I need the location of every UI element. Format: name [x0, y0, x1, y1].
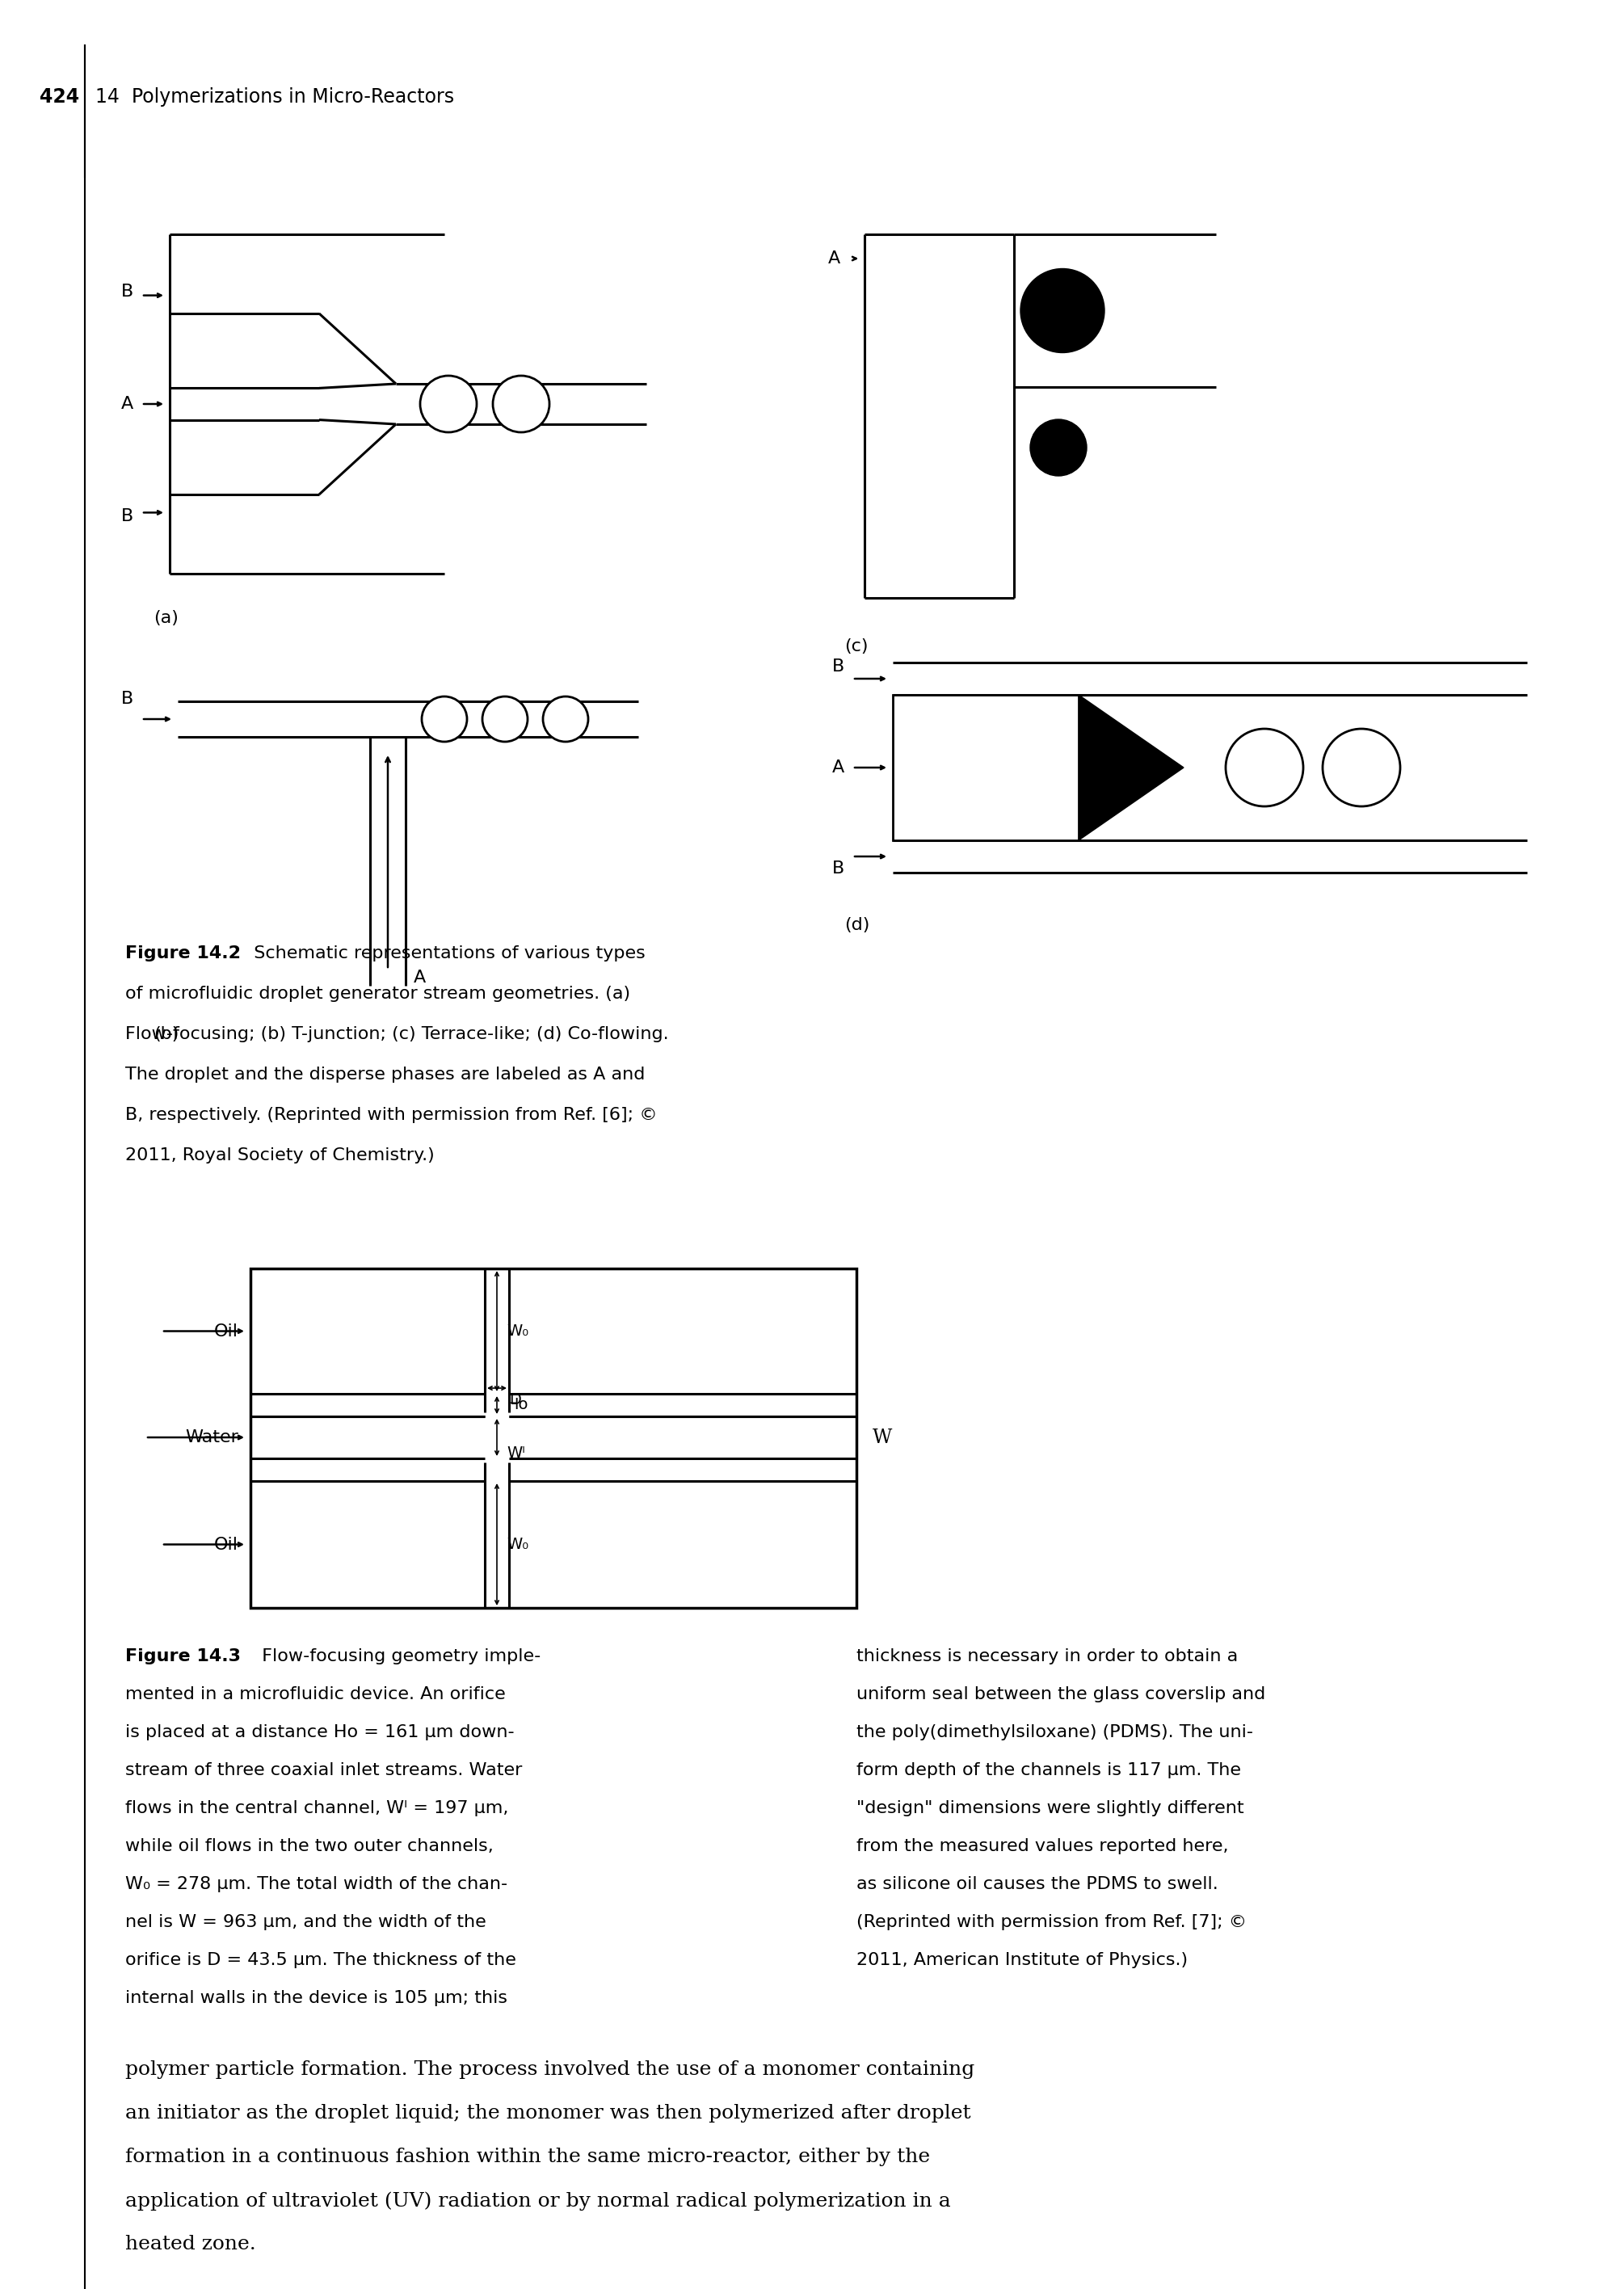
Text: 2011, American Institute of Physics.): 2011, American Institute of Physics.): [856, 1953, 1187, 1969]
Circle shape: [482, 696, 528, 742]
Text: the poly(dimethylsiloxane) (PDMS). The uni-: the poly(dimethylsiloxane) (PDMS). The u…: [856, 1724, 1254, 1740]
Text: The droplet and the disperse phases are labeled as A and: The droplet and the disperse phases are …: [125, 1067, 645, 1083]
Text: mented in a microfluidic device. An orifice: mented in a microfluidic device. An orif…: [125, 1687, 505, 1703]
Text: orifice is D = 43.5 μm. The thickness of the: orifice is D = 43.5 μm. The thickness of…: [125, 1953, 516, 1969]
Text: 14  Polymerizations in Micro-Reactors: 14 Polymerizations in Micro-Reactors: [96, 87, 455, 108]
Text: is placed at a distance Hᴏ = 161 μm down-: is placed at a distance Hᴏ = 161 μm down…: [125, 1724, 515, 1740]
Text: internal walls in the device is 105 μm; this: internal walls in the device is 105 μm; …: [125, 1989, 507, 2005]
Text: W₀: W₀: [507, 1323, 528, 1339]
Text: nel is W = 963 μm, and the width of the: nel is W = 963 μm, and the width of the: [125, 1914, 486, 1930]
Text: polymer particle formation. The process involved the use of a monomer containing: polymer particle formation. The process …: [125, 2060, 974, 2078]
Text: B: B: [831, 861, 844, 877]
Text: uniform seal between the glass coverslip and: uniform seal between the glass coverslip…: [856, 1687, 1265, 1703]
Circle shape: [492, 375, 549, 433]
Text: Water: Water: [185, 1428, 239, 1444]
Text: from the measured values reported here,: from the measured values reported here,: [856, 1838, 1228, 1854]
Text: while oil flows in the two outer channels,: while oil flows in the two outer channel…: [125, 1838, 494, 1854]
Text: thickness is necessary in order to obtain a: thickness is necessary in order to obtai…: [856, 1648, 1237, 1664]
Circle shape: [422, 696, 468, 742]
Text: B: B: [122, 284, 133, 300]
Text: (b): (b): [154, 1025, 179, 1041]
Text: Flow-focusing; (b) T-junction; (c) Terrace-like; (d) Co-flowing.: Flow-focusing; (b) T-junction; (c) Terra…: [125, 1025, 669, 1041]
Text: Flow-focusing geometry imple-: Flow-focusing geometry imple-: [250, 1648, 541, 1664]
Text: 2011, Royal Society of Chemistry.): 2011, Royal Society of Chemistry.): [125, 1147, 435, 1163]
Polygon shape: [1078, 696, 1184, 840]
Text: W₀: W₀: [507, 1536, 528, 1552]
Bar: [250, 1268, 856, 1607]
Text: flows in the central channel, Wᴵ = 197 μm,: flows in the central channel, Wᴵ = 197 μ…: [125, 1799, 508, 1817]
Text: W₀ = 278 μm. The total width of the chan-: W₀ = 278 μm. The total width of the chan…: [125, 1877, 507, 1893]
Text: of microfluidic droplet generator stream geometries. (a): of microfluidic droplet generator stream…: [125, 987, 630, 1003]
Text: 424: 424: [39, 87, 80, 108]
Text: Oil: Oil: [214, 1323, 239, 1339]
Circle shape: [1030, 419, 1086, 476]
Text: Wᴵ: Wᴵ: [507, 1447, 525, 1460]
Text: W: W: [872, 1428, 892, 1447]
Text: B, respectively. (Reprinted with permission from Ref. [6]; ©: B, respectively. (Reprinted with permiss…: [125, 1108, 658, 1124]
Text: an initiator as the droplet liquid; the monomer was then polymerized after dropl: an initiator as the droplet liquid; the …: [125, 2104, 971, 2122]
Text: application of ultraviolet (UV) radiation or by normal radical polymerization in: application of ultraviolet (UV) radiatio…: [125, 2191, 950, 2211]
Text: stream of three coaxial inlet streams. Water: stream of three coaxial inlet streams. W…: [125, 1763, 523, 1779]
Text: formation in a continuous fashion within the same micro-reactor, either by the: formation in a continuous fashion within…: [125, 2147, 931, 2165]
Text: A: A: [828, 250, 840, 266]
Circle shape: [421, 375, 477, 433]
Text: A: A: [831, 760, 844, 776]
Text: D: D: [508, 1392, 521, 1408]
Text: form depth of the channels is 117 μm. The: form depth of the channels is 117 μm. Th…: [856, 1763, 1241, 1779]
Text: Hᴏ: Hᴏ: [507, 1396, 528, 1412]
Text: as silicone oil causes the PDMS to swell.: as silicone oil causes the PDMS to swell…: [856, 1877, 1218, 1893]
Text: B: B: [831, 659, 844, 675]
Text: B: B: [122, 508, 133, 524]
Circle shape: [1322, 728, 1400, 806]
Circle shape: [1226, 728, 1302, 806]
Text: A: A: [122, 396, 133, 412]
Text: (d): (d): [844, 918, 870, 934]
Bar: [893, 696, 1078, 840]
Text: (c): (c): [844, 639, 869, 655]
Text: B: B: [122, 691, 133, 707]
Text: (Reprinted with permission from Ref. [7]; ©: (Reprinted with permission from Ref. [7]…: [856, 1914, 1247, 1930]
Text: heated zone.: heated zone.: [125, 2234, 257, 2252]
Text: Figure 14.3: Figure 14.3: [125, 1648, 240, 1664]
Text: A: A: [414, 971, 425, 987]
Circle shape: [1020, 268, 1104, 353]
Text: Figure 14.2: Figure 14.2: [125, 945, 240, 961]
Circle shape: [542, 696, 588, 742]
Text: Schematic representations of various types: Schematic representations of various typ…: [242, 945, 645, 961]
Text: Oil: Oil: [214, 1536, 239, 1552]
Text: "design" dimensions were slightly different: "design" dimensions were slightly differ…: [856, 1799, 1244, 1817]
Text: (a): (a): [154, 611, 179, 627]
